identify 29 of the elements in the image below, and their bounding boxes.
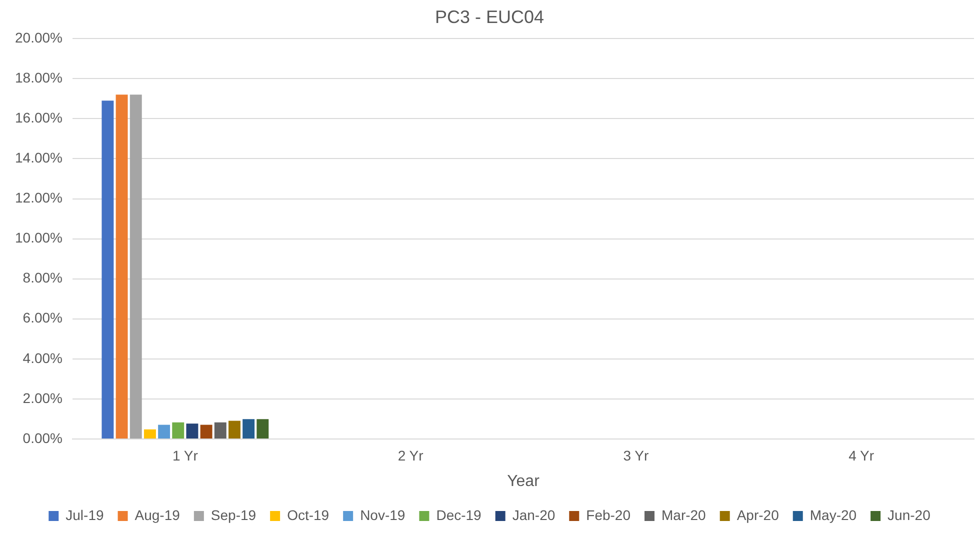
- y-tick-label: 16.00%: [15, 110, 62, 126]
- x-tick-label: 3 Yr: [623, 447, 649, 464]
- chart-title: PC3 - EUC04: [434, 6, 544, 27]
- y-tick-label: 2.00%: [22, 390, 62, 406]
- x-tick-label: 2 Yr: [398, 447, 424, 464]
- legend-label: Aug-19: [134, 506, 180, 523]
- x-axis-title: Year: [507, 472, 540, 490]
- y-tick-label: 18.00%: [15, 70, 62, 86]
- y-tick-label: 4.00%: [22, 350, 62, 366]
- legend-label: May-20: [810, 506, 857, 523]
- legend-label: Jan-20: [512, 506, 556, 523]
- legend-label: Jul-19: [66, 506, 104, 523]
- y-tick-label: 14.00%: [15, 150, 62, 166]
- legend-label: Sep-19: [210, 506, 256, 523]
- y-tick-label: 0.00%: [22, 430, 62, 446]
- legend-label: Nov-19: [360, 506, 406, 523]
- y-tick-label: 12.00%: [15, 190, 62, 206]
- x-tick-label: 1 Yr: [172, 447, 198, 464]
- legend-label: Oct-19: [287, 506, 330, 523]
- y-tick-label: 10.00%: [15, 230, 62, 246]
- y-tick-label: 20.00%: [15, 29, 62, 46]
- legend-label: Dec-19: [436, 506, 482, 523]
- y-tick-label: 8.00%: [22, 270, 62, 286]
- legend-label: Jun-20: [888, 506, 931, 523]
- y-tick-label: 6.00%: [22, 310, 62, 326]
- legend-label: Apr-20: [736, 506, 780, 523]
- x-tick-label: 4 Yr: [848, 447, 874, 464]
- legend-label: Mar-20: [662, 506, 706, 523]
- legend-label: Feb-20: [586, 506, 631, 523]
